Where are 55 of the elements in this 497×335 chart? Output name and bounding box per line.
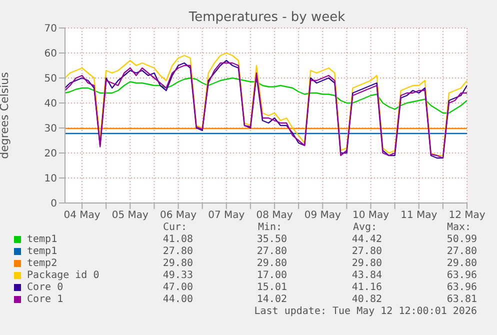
text: 44.42 bbox=[352, 234, 382, 245]
text: Last update: Tue May 12 12:00:01 2026 bbox=[254, 306, 477, 317]
text: Cur: bbox=[163, 222, 188, 233]
text: 29.80 bbox=[446, 258, 477, 269]
text: 49.33 bbox=[162, 270, 193, 281]
x-tick-label: 05 May bbox=[112, 210, 149, 222]
legend-label: Package id 0 bbox=[27, 270, 100, 281]
text: 41.16 bbox=[352, 282, 382, 293]
legend-label: temp2 bbox=[27, 258, 58, 269]
text: 63.81 bbox=[446, 294, 477, 305]
y-axis-title: degrees Celsius bbox=[0, 72, 11, 159]
text: Avg: bbox=[353, 222, 378, 233]
text: 29.80 bbox=[162, 258, 193, 269]
text: 27.80 bbox=[256, 246, 287, 257]
y-tick-label: 0 bbox=[50, 198, 57, 210]
text: 63.96 bbox=[446, 270, 477, 281]
x-tick-label: 08 May bbox=[256, 210, 293, 222]
line-series bbox=[65, 77, 467, 114]
text: 41.08 bbox=[162, 234, 193, 245]
y-tick-label: 60 bbox=[44, 48, 57, 60]
text: 47.00 bbox=[162, 282, 193, 293]
text: 29.80 bbox=[352, 258, 382, 269]
text: 14.02 bbox=[256, 294, 287, 305]
x-tick-label: 11 May bbox=[400, 210, 438, 222]
text: 44.00 bbox=[162, 294, 193, 305]
chart-title: Temperatures - by week bbox=[188, 10, 346, 25]
text: 15.01 bbox=[256, 282, 287, 293]
legend-label: Core 1 bbox=[27, 294, 64, 305]
y-tick-label: 40 bbox=[44, 98, 57, 110]
text: 17.00 bbox=[256, 270, 287, 281]
x-tick-label: 12 May bbox=[448, 210, 486, 222]
text: Min: bbox=[258, 222, 282, 233]
y-tick-label: 30 bbox=[44, 124, 57, 135]
text: 50.99 bbox=[446, 234, 477, 245]
y-tick-label: 70 bbox=[44, 24, 57, 35]
x-tick-label: 10 May bbox=[352, 210, 390, 222]
text: 40.82 bbox=[352, 294, 382, 305]
text: 27.80 bbox=[446, 246, 477, 257]
legend-label: Core 0 bbox=[27, 282, 64, 293]
text: 63.96 bbox=[446, 282, 477, 293]
x-tick-label: 07 May bbox=[208, 210, 245, 222]
x-tick-label: 04 May bbox=[64, 210, 100, 222]
text: 29.80 bbox=[256, 258, 287, 269]
text: 27.80 bbox=[162, 246, 193, 257]
text: 35.50 bbox=[256, 234, 287, 245]
x-tick-label: 09 May bbox=[304, 210, 342, 222]
x-tick-label: 06 May bbox=[160, 210, 197, 222]
text: 43.84 bbox=[352, 270, 382, 281]
text: 27.80 bbox=[352, 246, 382, 257]
y-tick-label: 50 bbox=[44, 74, 57, 85]
legend-label: temp1 bbox=[27, 246, 58, 257]
y-tick-label: 10 bbox=[44, 174, 57, 185]
legend-label: temp1 bbox=[27, 234, 58, 245]
y-tick-label: 20 bbox=[44, 148, 57, 160]
text: Max: bbox=[447, 222, 472, 233]
